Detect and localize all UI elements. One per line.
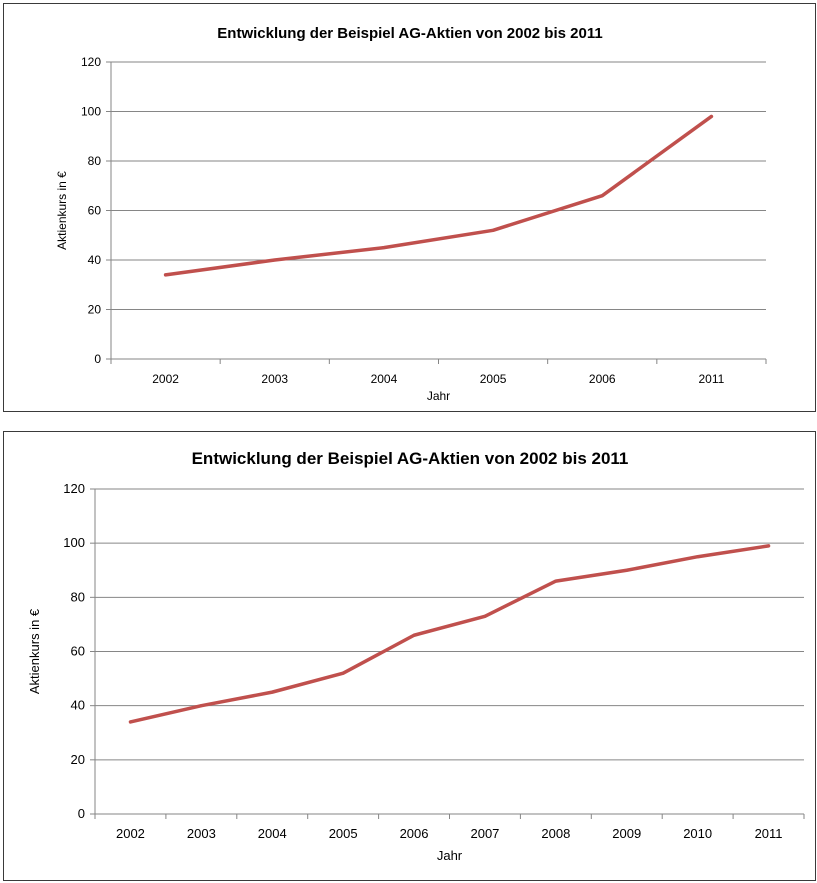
y-tick-label: 40 xyxy=(88,253,102,267)
x-tick-label: 2011 xyxy=(755,826,783,841)
data-point xyxy=(483,614,487,618)
x-tick-label: 2010 xyxy=(683,826,712,841)
data-point xyxy=(382,246,386,250)
y-axis-title: Aktienkurs in € xyxy=(55,171,69,250)
y-tick-label: 80 xyxy=(71,589,85,604)
data-point xyxy=(199,704,203,708)
x-tick-label: 2006 xyxy=(589,372,616,386)
x-axis-title: Jahr xyxy=(427,389,450,403)
data-point xyxy=(128,720,132,724)
y-tick-label: 60 xyxy=(88,204,102,218)
x-axis-title: Jahr xyxy=(437,848,463,863)
y-tick-label: 100 xyxy=(63,535,85,550)
x-tick-label: 2005 xyxy=(480,372,507,386)
data-point xyxy=(341,671,345,675)
x-tick-label: 2006 xyxy=(400,826,429,841)
x-tick-label: 2011 xyxy=(699,372,725,386)
x-tick-label: 2003 xyxy=(261,372,288,386)
x-tick-label: 2002 xyxy=(152,372,179,386)
chart-title: Entwicklung der Beispiel AG-Aktien von 2… xyxy=(217,25,602,42)
y-tick-label: 100 xyxy=(81,105,101,119)
y-tick-label: 20 xyxy=(88,303,102,317)
x-tick-label: 2008 xyxy=(541,826,570,841)
data-point xyxy=(270,690,274,694)
data-point xyxy=(273,258,277,262)
y-tick-label: 0 xyxy=(94,352,101,366)
x-tick-label: 2007 xyxy=(470,826,499,841)
data-point xyxy=(709,114,713,118)
series-line xyxy=(163,114,714,277)
y-axis-title: Aktienkurs in € xyxy=(27,608,42,694)
y-tick-label: 120 xyxy=(81,55,101,69)
y-tick-label: 20 xyxy=(71,752,85,767)
y-tick-label: 0 xyxy=(78,806,85,821)
x-tick-label: 2003 xyxy=(187,826,216,841)
y-tick-label: 120 xyxy=(63,481,85,496)
series-line xyxy=(128,544,771,724)
data-point xyxy=(554,579,558,583)
data-point xyxy=(767,544,771,548)
y-tick-label: 60 xyxy=(71,644,85,659)
chart-canvas-bottom: Entwicklung der Beispiel AG-Aktien von 2… xyxy=(27,449,805,863)
chart-canvas-top: Entwicklung der Beispiel AG-Aktien von 2… xyxy=(55,25,767,403)
y-tick-label: 40 xyxy=(71,698,85,713)
x-tick-label: 2004 xyxy=(371,372,398,386)
x-tick-label: 2005 xyxy=(329,826,358,841)
chart-title: Entwicklung der Beispiel AG-Aktien von 2… xyxy=(192,449,629,468)
line-chart-bottom: Entwicklung der Beispiel AG-Aktien von 2… xyxy=(3,431,816,881)
data-point xyxy=(600,194,604,198)
x-tick-label: 2004 xyxy=(258,826,287,841)
data-point xyxy=(412,633,416,637)
x-tick-label: 2002 xyxy=(116,826,145,841)
data-point xyxy=(696,555,700,559)
data-point xyxy=(164,273,168,277)
line-chart-top: Entwicklung der Beispiel AG-Aktien von 2… xyxy=(3,3,816,412)
data-point xyxy=(491,228,495,232)
x-tick-label: 2009 xyxy=(612,826,641,841)
y-tick-label: 80 xyxy=(88,154,102,168)
data-point xyxy=(625,568,629,572)
